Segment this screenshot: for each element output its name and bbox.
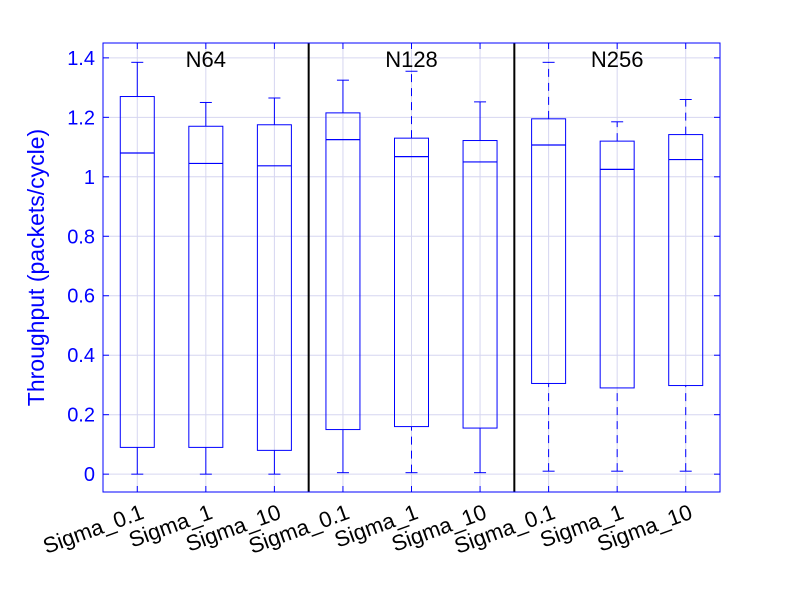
y-axis-label: Throughput (packets/cycle)	[23, 129, 49, 406]
group-label-N128: N128	[385, 47, 438, 72]
group-dividers	[307, 43, 516, 492]
box-N256-Sigma_10	[668, 98, 704, 472]
y-tick-label: 0.8	[67, 226, 95, 248]
box-N64-Sigma_10	[256, 97, 292, 475]
y-tick-label: 0.2	[67, 405, 95, 427]
iqr-box	[119, 96, 155, 448]
box-N128-Sigma_1	[394, 70, 429, 474]
y-tick-label: 0.4	[67, 345, 95, 367]
grid-lines	[103, 43, 720, 492]
group-labels: N64 N128 N256	[186, 47, 644, 72]
iqr-box	[394, 137, 429, 428]
box-N64-Sigma_0.1	[119, 61, 155, 475]
box-N256-Sigma_1	[599, 121, 635, 472]
iqr-box	[256, 124, 292, 451]
box-N128-Sigma_10	[462, 101, 498, 474]
iqr-box	[462, 140, 498, 429]
iqr-box	[188, 125, 224, 448]
box-N256-Sigma_0.1	[531, 61, 567, 472]
y-axis-ticks: 0 0.2 0.4 0.6 0.8 1 1.2 1.4	[67, 48, 720, 486]
group-label-N256: N256	[591, 47, 644, 72]
x-axis-ticks: Sigma_0.1Sigma_1Sigma_10Sigma_0.1Sigma_1…	[40, 43, 695, 559]
iqr-box	[531, 118, 567, 384]
box-series	[119, 61, 704, 475]
iqr-box	[668, 134, 704, 387]
y-tick-label: 1	[84, 167, 95, 189]
iqr-box	[325, 112, 361, 431]
y-tick-label: 0.6	[67, 286, 95, 308]
iqr-box	[599, 140, 635, 389]
y-tick-label: 1.4	[67, 48, 95, 70]
box-N128-Sigma_0.1	[325, 79, 361, 474]
box-N64-Sigma_1	[188, 101, 224, 475]
group-label-N64: N64	[186, 47, 226, 72]
y-tick-label: 0	[84, 464, 95, 486]
y-tick-label: 1.2	[67, 107, 95, 129]
